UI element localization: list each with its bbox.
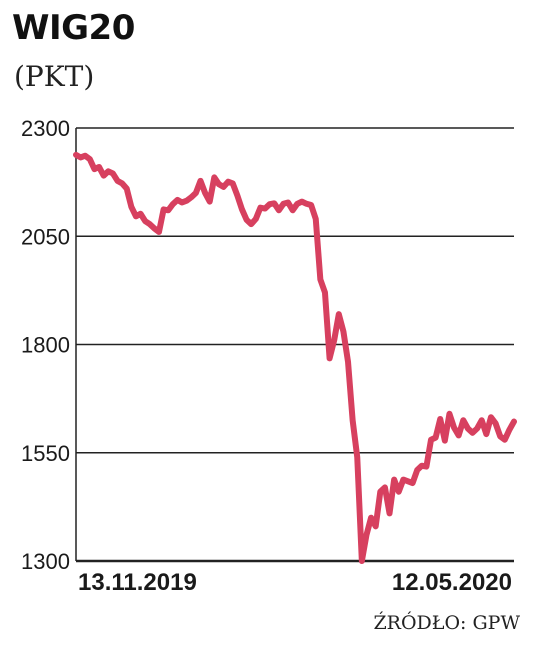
grid-lines [75, 127, 514, 563]
y-tick-label: 1800 [21, 333, 70, 358]
x-tick-labels: 13.11.2019 12.05.2020 [78, 569, 512, 596]
y-tick-labels: 1300 1550 1800 2050 2300 [21, 116, 70, 574]
y-tick-label: 2300 [21, 116, 70, 141]
series-layer [73, 151, 517, 564]
y-tick-label: 1550 [21, 441, 70, 466]
chart-unit: (PKT) [14, 60, 95, 93]
y-tick-label: 1300 [21, 549, 70, 574]
y-tick-label: 2050 [21, 224, 70, 249]
x-tick-label: 12.05.2020 [392, 569, 512, 596]
x-tick-label: 13.11.2019 [78, 569, 197, 596]
source-note: ŹRÓDŁO: GPW [373, 612, 520, 634]
chart-title: WIG20 [12, 8, 135, 48]
series-line-0 [73, 151, 517, 564]
